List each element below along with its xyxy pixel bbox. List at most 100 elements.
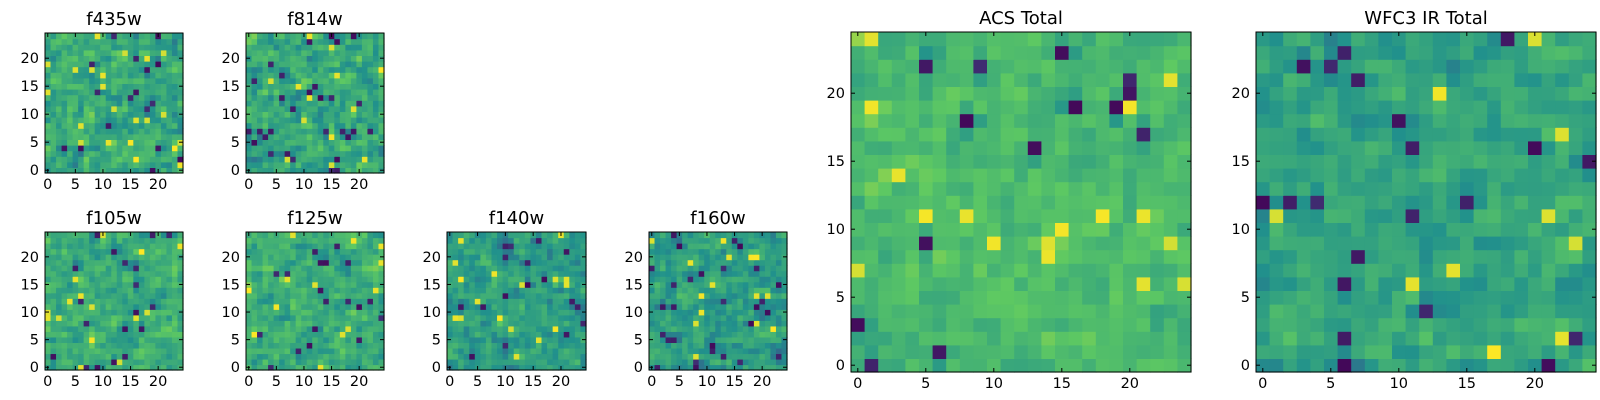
heatmap-cell: [361, 320, 369, 327]
heatmap-cell: [919, 331, 934, 346]
heatmap-cell: [116, 325, 123, 332]
heatmap-cell: [138, 287, 145, 294]
heatmap-cell: [105, 287, 112, 294]
heatmap-cell: [345, 364, 352, 371]
heatmap-cell: [748, 265, 755, 272]
heatmap-cell: [323, 111, 330, 118]
heatmap-cell: [480, 243, 487, 250]
heatmap-cell: [753, 298, 760, 305]
heatmap-cell: [491, 281, 498, 288]
heatmap-cell: [367, 139, 374, 146]
heatmap-cell: [864, 236, 879, 251]
heatmap-cell: [1256, 358, 1271, 373]
heatmap-cell: [1163, 86, 1178, 101]
heatmap-cell: [78, 145, 85, 152]
heatmap-cell: [144, 49, 151, 56]
heatmap-cell: [547, 364, 554, 371]
heatmap-cell: [50, 117, 57, 124]
heatmap-cell: [367, 358, 374, 366]
heatmap-cell: [262, 353, 269, 360]
heatmap-cell: [177, 237, 184, 244]
heatmap-cell: [524, 281, 531, 288]
heatmap-cell: [1095, 86, 1110, 101]
heatmap-cell: [160, 100, 168, 107]
heatmap-cell: [764, 320, 772, 327]
heatmap-cell: [367, 270, 374, 277]
heatmap-cell: [987, 86, 1002, 101]
heatmap-cell: [552, 243, 559, 250]
heatmap-cell: [905, 344, 920, 359]
heatmap-cell: [273, 314, 280, 321]
heatmap-cell: [144, 145, 151, 152]
heatmap-cell: [122, 139, 129, 146]
heatmap-cell: [78, 281, 85, 288]
heatmap-cell: [535, 287, 543, 294]
heatmap-cell: [138, 314, 145, 321]
heatmap-cell: [328, 276, 335, 283]
heatmap-cell: [268, 145, 275, 152]
heatmap-cell: [1027, 331, 1042, 346]
heatmap-cell: [519, 232, 526, 239]
heatmap-cell: [149, 347, 156, 355]
heatmap-cell: [78, 139, 85, 146]
heatmap-cell: [1310, 236, 1325, 251]
heatmap-cell: [726, 309, 733, 316]
heatmap-cell: [759, 248, 766, 255]
heatmap-cell: [715, 281, 722, 288]
heatmap-cell: [67, 61, 74, 68]
heatmap-cell: [295, 243, 302, 250]
heatmap-cell: [89, 248, 96, 255]
heatmap-cell: [973, 154, 988, 169]
heatmap-cell: [350, 237, 357, 244]
heatmap-cell: [133, 167, 140, 174]
heatmap-cell: [660, 254, 667, 261]
heatmap-cell: [290, 49, 297, 56]
heatmap-cell: [1378, 276, 1393, 291]
heatmap-cell: [94, 83, 101, 90]
heatmap-cell: [83, 342, 90, 349]
heatmap-cell: [1082, 331, 1097, 346]
heatmap-cell: [519, 281, 526, 288]
heatmap-cell: [693, 237, 700, 244]
heatmap-cell: [284, 364, 291, 371]
heatmap-cell: [72, 55, 79, 62]
heatmap-cell: [1473, 195, 1488, 210]
heatmap-cell: [781, 325, 788, 332]
heatmap-cell: [350, 287, 357, 294]
heatmap-cell: [144, 33, 151, 40]
heatmap-cell: [748, 298, 755, 305]
heatmap-cell: [720, 314, 727, 321]
heatmap-cell: [133, 128, 140, 135]
heatmap-cell: [166, 145, 173, 152]
heatmap-cell: [127, 254, 134, 261]
heatmap-cell: [155, 281, 162, 288]
heatmap-cell: [122, 167, 129, 174]
heatmap-cell: [350, 133, 357, 140]
heatmap-cell: [660, 287, 667, 294]
heatmap-cell: [50, 55, 57, 62]
heatmap-cell: [295, 145, 302, 152]
heatmap-cell: [361, 259, 369, 266]
heatmap-cell: [334, 287, 341, 294]
heatmap-cell: [149, 139, 156, 146]
heatmap-cell: [864, 331, 879, 346]
heatmap-cell: [878, 236, 893, 251]
heatmap-cell: [905, 100, 920, 115]
heatmap-cell: [328, 237, 335, 244]
heatmap-cell: [513, 292, 520, 299]
heatmap-cell: [105, 49, 112, 56]
heatmap-cell: [345, 320, 352, 327]
heatmap-cell: [502, 292, 509, 299]
heatmap-cell: [301, 128, 308, 135]
heatmap-cell: [851, 45, 866, 60]
heatmap-cell: [367, 292, 374, 299]
heatmap-cell: [94, 232, 101, 239]
heatmap-cell: [497, 325, 504, 332]
heatmap-cell: [574, 314, 582, 321]
heatmap-cell: [480, 276, 487, 283]
heatmap-cell: [1337, 168, 1352, 183]
heatmap-cell: [356, 139, 363, 146]
heatmap-cell: [323, 167, 330, 174]
heatmap-cell: [1487, 331, 1502, 346]
